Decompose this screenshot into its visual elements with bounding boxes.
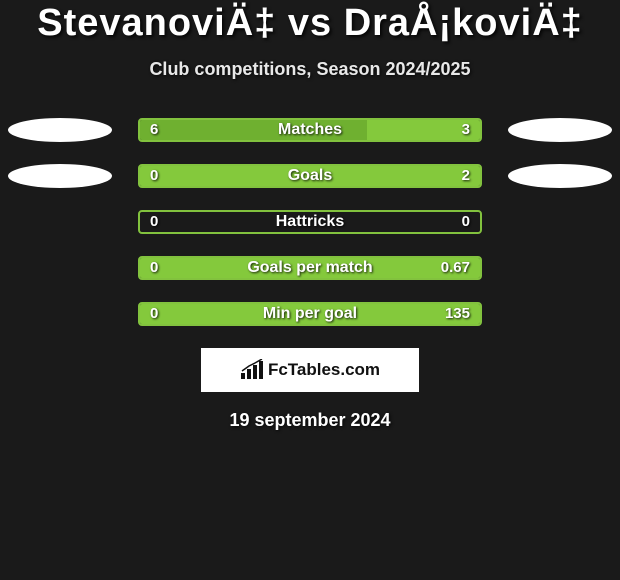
stat-row: 0135Min per goal	[0, 302, 620, 326]
stat-fill-right	[367, 120, 480, 140]
stat-row: 63Matches	[0, 118, 620, 142]
stat-value-left: 0	[150, 212, 158, 232]
bar-chart-icon	[240, 359, 264, 381]
subtitle: Club competitions, Season 2024/2025	[0, 59, 620, 80]
comparison-rows: 63Matches 02Goals 0 0Hattricks 00.67Goals pe…	[0, 118, 620, 326]
player-left-oval	[8, 164, 112, 188]
stat-bar: 0135Min per goal	[138, 302, 482, 326]
stat-fill-right	[140, 304, 480, 324]
stat-bar: 0 0Hattricks	[138, 210, 482, 234]
stat-row: 00.67Goals per match	[0, 256, 620, 280]
stat-bar: 02Goals	[138, 164, 482, 188]
stat-bar: 00.67Goals per match	[138, 256, 482, 280]
stat-row: 02Goals	[0, 164, 620, 188]
stat-bar: 63Matches	[138, 118, 482, 142]
player-right-oval	[508, 118, 612, 142]
stat-fill-left	[140, 120, 367, 140]
brand-logo-text: FcTables.com	[268, 360, 380, 380]
stat-fill-right	[140, 166, 480, 186]
stat-value-right: 0	[462, 212, 470, 232]
date-label: 19 september 2024	[0, 410, 620, 431]
player-right-oval	[508, 164, 612, 188]
page-title: StevanoviÄ‡ vs DraÅ¡koviÄ‡	[0, 2, 620, 45]
stat-fill-right	[140, 258, 480, 278]
brand-logo-box[interactable]: FcTables.com	[201, 348, 419, 392]
stat-row: 0 0Hattricks	[0, 210, 620, 234]
player-left-oval	[8, 118, 112, 142]
stat-label: Hattricks	[140, 212, 480, 232]
